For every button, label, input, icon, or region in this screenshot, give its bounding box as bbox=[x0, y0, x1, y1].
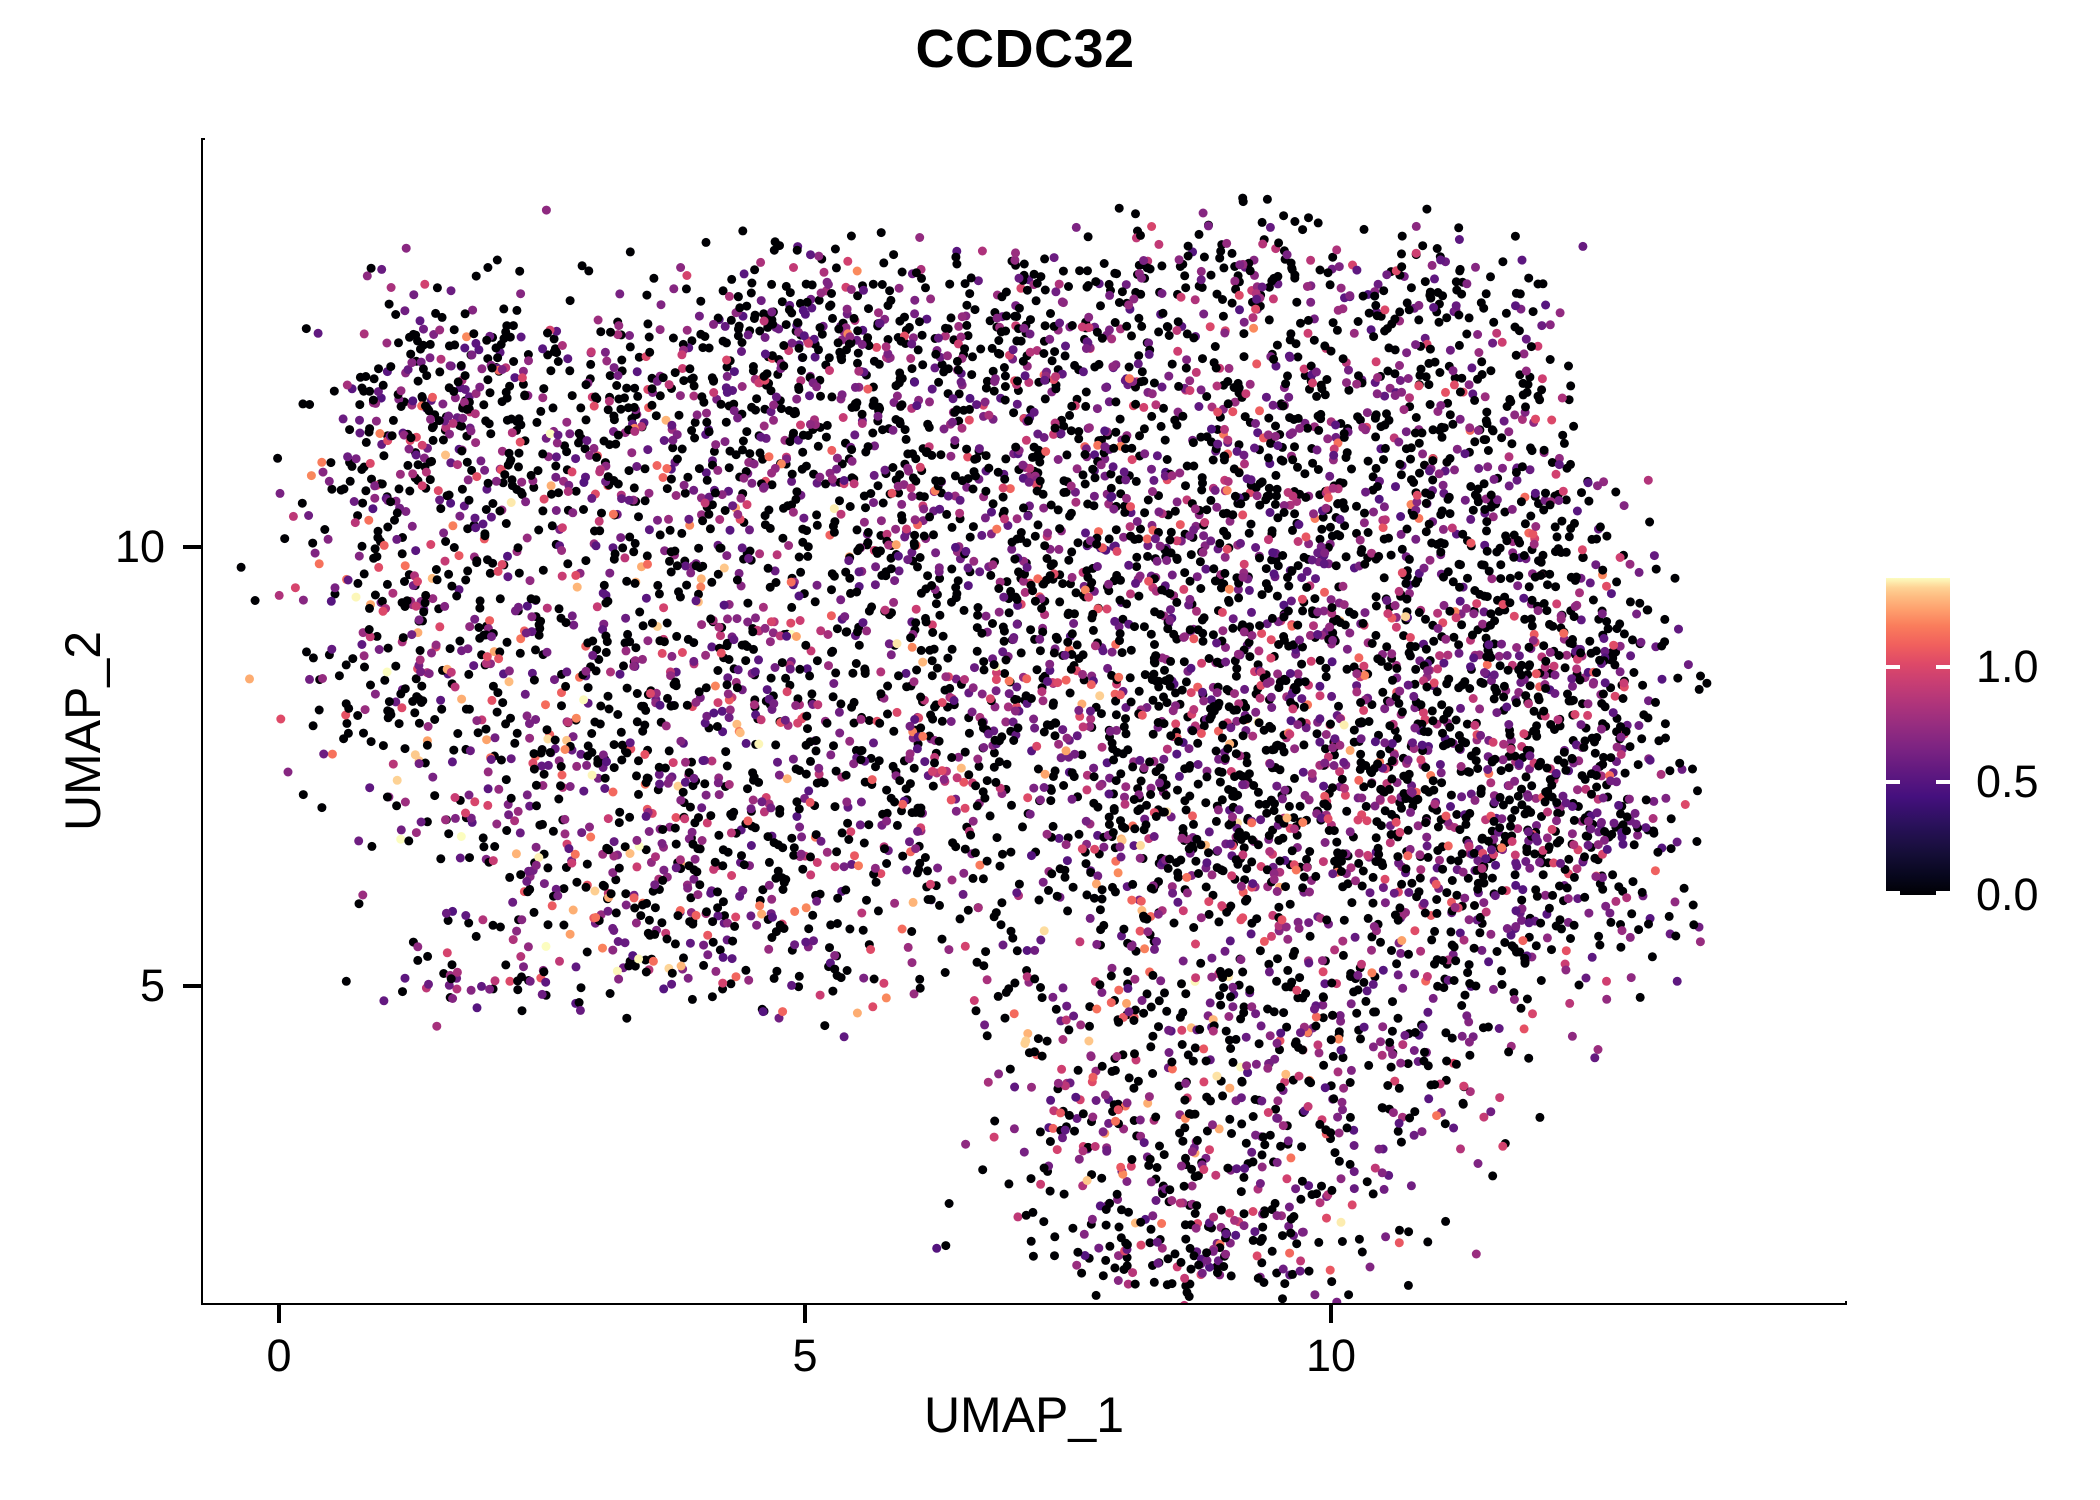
x-axis-title: UMAP_1 bbox=[923, 1387, 1125, 1443]
colorbar-label-05: 0.5 bbox=[1976, 756, 2039, 807]
x-tick-mark-0 bbox=[277, 1305, 281, 1323]
colorbar-tick-05-right bbox=[1936, 780, 1950, 784]
colorbar-gradient bbox=[1886, 578, 1950, 895]
x-axis-line bbox=[201, 1301, 1847, 1305]
x-tick-mark-10 bbox=[1329, 1305, 1333, 1323]
colorbar-legend: 1.0 0.5 0.0 bbox=[1886, 578, 2086, 917]
colorbar-tick-0 bbox=[1886, 891, 1900, 895]
umap-scatter-svg bbox=[236, 193, 1712, 1303]
scatter-points-layer bbox=[203, 140, 1845, 1303]
colorbar-tick-1-right bbox=[1936, 665, 1950, 669]
x-tick-label-0: 0 bbox=[266, 1330, 292, 1381]
colorbar-label-0: 0.0 bbox=[1976, 869, 2039, 920]
colorbar-label-1: 1.0 bbox=[1976, 641, 2039, 692]
y-tick-label-5: 5 bbox=[139, 960, 165, 1011]
x-tick-mark-5 bbox=[803, 1305, 807, 1323]
colorbar-tick-05 bbox=[1886, 780, 1900, 784]
colorbar-tick-0-right bbox=[1936, 891, 1950, 895]
plot-panel bbox=[203, 140, 1845, 1303]
y-tick-mark-5 bbox=[183, 984, 201, 988]
colorbar-tick-1 bbox=[1886, 665, 1900, 669]
y-tick-label-10: 10 bbox=[114, 521, 165, 572]
y-tick-mark-10 bbox=[183, 545, 201, 549]
x-tick-label-5: 5 bbox=[792, 1330, 818, 1381]
x-tick-label-10: 10 bbox=[1305, 1330, 1357, 1381]
y-axis-title: UMAP_2 bbox=[55, 630, 111, 832]
page-title: CCDC32 bbox=[915, 19, 1135, 79]
